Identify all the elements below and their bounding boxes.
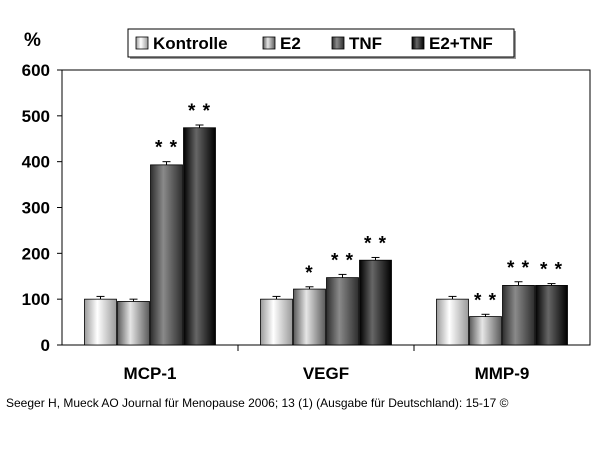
significance-marker: * * [155, 138, 178, 159]
legend-label: E2+TNF [429, 34, 493, 53]
legend-swatch [411, 36, 425, 50]
legend: Kontrolle E2 TNF E2+TNF [127, 28, 516, 59]
significance-marker: * * [540, 260, 563, 281]
legend-label: Kontrolle [153, 34, 228, 53]
y-tick-label: 600 [22, 61, 50, 80]
y-tick-label: 0 [41, 336, 50, 355]
x-category-label: MMP-9 [475, 364, 530, 383]
plot-area: * * * * * * * * * * * * * * * [61, 69, 591, 346]
significance-marker: * * [331, 250, 354, 271]
bar-tnf-mmp-9 [502, 285, 535, 346]
x-category-label: MCP-1 [124, 364, 177, 383]
bar-kontrolle-vegf [260, 298, 293, 346]
y-tick-label: 300 [22, 199, 50, 218]
bar-e2-tnf-mcp-1 [183, 127, 216, 346]
bar-e2-vegf [293, 288, 326, 346]
bar-tnf-vegf [326, 277, 359, 346]
y-axis-unit-label: % [24, 30, 41, 51]
legend-box [127, 28, 515, 58]
legend-swatch [331, 36, 345, 50]
significance-marker: * * [474, 290, 497, 311]
bar-e2-mcp-1 [117, 301, 150, 346]
x-axis-categories: MCP-1 VEGF MMP-9 [124, 345, 530, 383]
y-axis-ticks: 0 100 200 300 400 500 600 [22, 61, 62, 355]
bar-e2-mmp-9 [469, 316, 502, 346]
significance-marker: * [305, 263, 313, 284]
significance-marker: * * [364, 233, 387, 254]
bar-tnf-mcp-1 [150, 164, 183, 346]
significance-marker: * * [188, 101, 211, 122]
legend-label: TNF [349, 34, 382, 53]
plot-frame [61, 69, 591, 346]
x-category-label: VEGF [303, 364, 349, 383]
legend-swatch [135, 36, 149, 50]
y-tick-label: 500 [22, 107, 50, 126]
significance-marker: * * [507, 258, 530, 279]
legend-label: E2 [280, 34, 301, 53]
y-tick-label: 100 [22, 290, 50, 309]
citation-text: Seeger H, Mueck AO Journal für Menopause… [6, 396, 509, 410]
bar-kontrolle-mcp-1 [84, 298, 117, 346]
bar-kontrolle-mmp-9 [436, 298, 469, 346]
bar-e2-tnf-mmp-9 [535, 285, 568, 346]
y-tick-label: 400 [22, 153, 50, 172]
legend-swatch [262, 36, 276, 50]
bar-e2-tnf-vegf [359, 259, 392, 346]
y-tick-label: 200 [22, 244, 50, 263]
